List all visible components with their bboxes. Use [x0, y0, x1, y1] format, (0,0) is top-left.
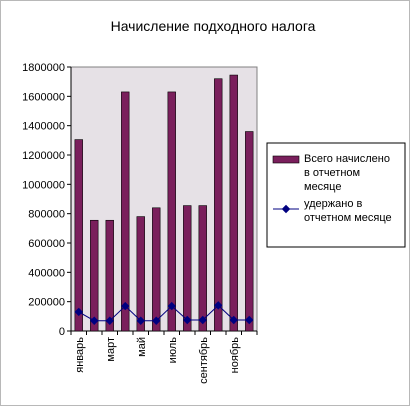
- y-tick-label: 1400000: [22, 121, 65, 133]
- bar: [90, 219, 99, 332]
- line-point: [229, 315, 238, 325]
- bar: [245, 131, 254, 332]
- bar: [198, 205, 207, 332]
- line-point: [214, 301, 223, 310]
- x-tick-label: март: [105, 337, 117, 362]
- legend-swatch-marker: [281, 204, 291, 214]
- bar: [105, 219, 114, 332]
- bar: [121, 91, 130, 332]
- x-tick-label: июль: [167, 337, 179, 364]
- bar: [183, 205, 192, 332]
- line-point: [183, 315, 192, 325]
- bar: [74, 139, 83, 332]
- line-point: [105, 316, 114, 325]
- bar: [214, 78, 223, 332]
- line-point: [136, 316, 145, 325]
- line-point: [167, 301, 176, 311]
- line-point: [74, 307, 83, 317]
- y-tick-label: 1200000: [22, 150, 65, 162]
- bar: [229, 74, 238, 332]
- line-point: [90, 316, 99, 325]
- bar: [152, 207, 161, 332]
- legend-label-bar: Всего начислено в отчетном месяце: [304, 153, 390, 193]
- line-point: [245, 315, 254, 325]
- y-tick-label: 1000000: [22, 179, 65, 191]
- legend-swatch-bar: [272, 155, 300, 164]
- x-tick-label: май: [136, 337, 148, 357]
- x-tick-label: январь: [74, 337, 86, 373]
- bar: [167, 91, 176, 332]
- x-tick-label: ноябрь: [229, 337, 241, 374]
- y-tick-label: 1600000: [22, 91, 65, 103]
- legend-label-line: удержано в отчетном месяце: [304, 198, 392, 224]
- x-tick-label: сентябрь: [198, 337, 210, 384]
- y-tick-label: 400000: [28, 267, 65, 279]
- legend: Всего начислено в отчетном месяце удержано …: [266, 142, 406, 248]
- y-tick-label: 800000: [28, 209, 65, 221]
- chart-title: Начисление подходного налога: [111, 18, 316, 34]
- bar: [136, 216, 145, 332]
- line-point: [198, 315, 207, 325]
- line-point: [152, 316, 161, 325]
- y-tick-label: 1800000: [22, 62, 65, 74]
- y-tick-label: 200000: [28, 297, 65, 309]
- line-point: [121, 301, 130, 311]
- y-tick-label: 0: [59, 326, 65, 338]
- plot-background: [70, 66, 258, 332]
- y-tick-label: 600000: [28, 238, 65, 250]
- plot-area: 0 200000 400000 600000 800000 1000000 1200000 1…: [22, 62, 258, 384]
